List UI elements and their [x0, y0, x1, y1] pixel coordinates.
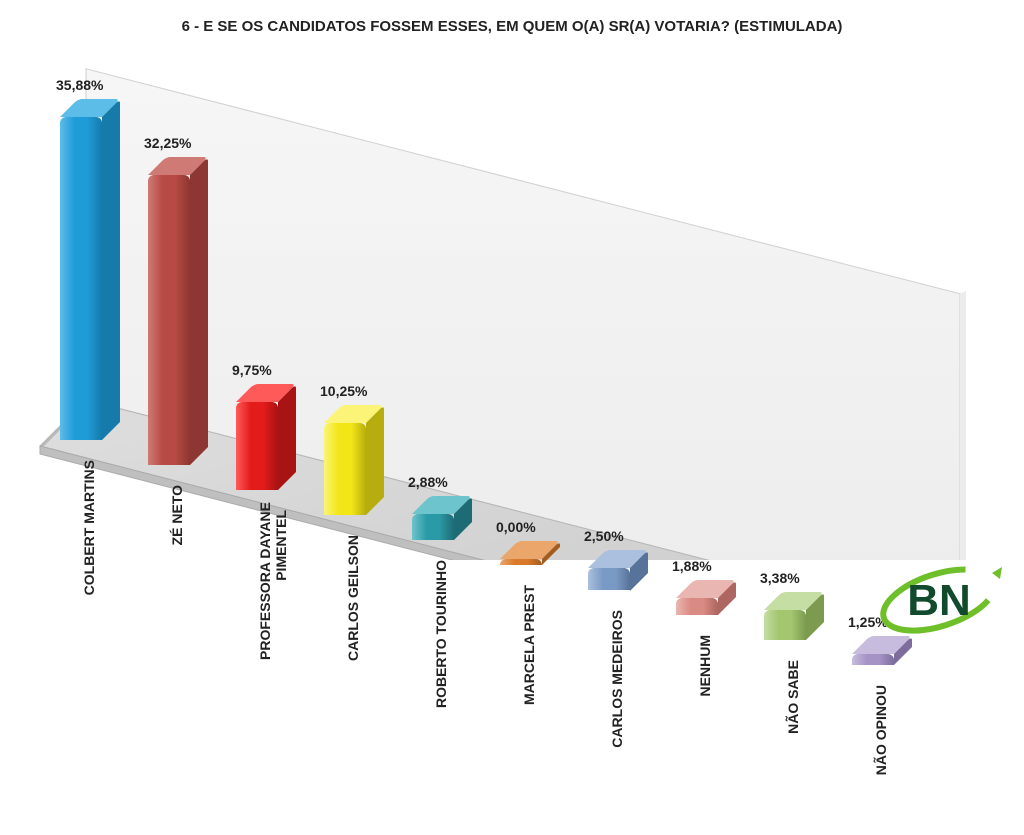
value-label: 3,38% — [760, 570, 800, 586]
category-label: CARLOS GEILSON — [345, 535, 361, 685]
value-label: 2,50% — [584, 528, 624, 544]
category-label: NENHUM — [697, 635, 713, 785]
bar-front — [852, 654, 894, 665]
bar-front — [412, 514, 454, 540]
category-label: ROBERTO TOURINHO — [433, 560, 449, 710]
bar-side — [190, 157, 208, 465]
value-label: 35,88% — [56, 77, 103, 93]
bar-chart-3d: 35,88%COLBERT MARTINS32,25%ZÉ NETO9,75%P… — [10, 60, 1010, 560]
value-label: 10,25% — [320, 383, 367, 399]
category-label: MARCELA PREST — [521, 585, 537, 735]
bar-front — [324, 423, 366, 515]
value-label: 0,00% — [496, 519, 536, 535]
bar-side — [102, 99, 120, 440]
bar-front — [764, 610, 806, 640]
bar-front — [60, 117, 102, 440]
category-label: CARLOS MEDEIROS — [609, 610, 625, 760]
category-label: ZÉ NETO — [169, 485, 185, 635]
bar-front — [676, 598, 718, 615]
value-label: 1,88% — [672, 558, 712, 574]
bar-front — [500, 559, 542, 565]
bar-side — [366, 405, 384, 515]
logo: BN — [874, 555, 1004, 645]
value-label: 2,88% — [408, 474, 448, 490]
logo-text: BN — [907, 576, 971, 625]
bar-front — [588, 568, 630, 591]
bar-side — [278, 384, 296, 490]
category-label: NÃO SABE — [785, 660, 801, 810]
category-label: NÃO OPINOU — [873, 685, 889, 835]
value-label: 9,75% — [232, 362, 272, 378]
category-label: PROFESSORA DAYANE PIMENTEL — [257, 510, 289, 660]
chart-title: 6 - E SE OS CANDIDATOS FOSSEM ESSES, EM … — [0, 18, 1024, 35]
category-label: COLBERT MARTINS — [81, 460, 97, 610]
bar-front — [148, 175, 190, 465]
bar-front — [236, 402, 278, 490]
value-label: 32,25% — [144, 135, 191, 151]
